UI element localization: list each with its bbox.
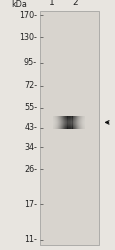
Text: 1: 1 <box>48 0 54 7</box>
Text: 26-: 26- <box>24 165 37 174</box>
Text: 43-: 43- <box>24 124 37 132</box>
Text: 34-: 34- <box>24 143 37 152</box>
Text: 95-: 95- <box>24 58 37 67</box>
Bar <box>40 10 98 244</box>
Text: 170-: 170- <box>19 10 37 20</box>
Text: kDa: kDa <box>12 0 27 9</box>
Text: 55-: 55- <box>24 103 37 112</box>
Text: 130-: 130- <box>19 32 37 42</box>
Text: 2: 2 <box>71 0 77 7</box>
Text: 17-: 17- <box>24 200 37 209</box>
Text: 72-: 72- <box>24 81 37 90</box>
Text: 11-: 11- <box>24 236 37 244</box>
